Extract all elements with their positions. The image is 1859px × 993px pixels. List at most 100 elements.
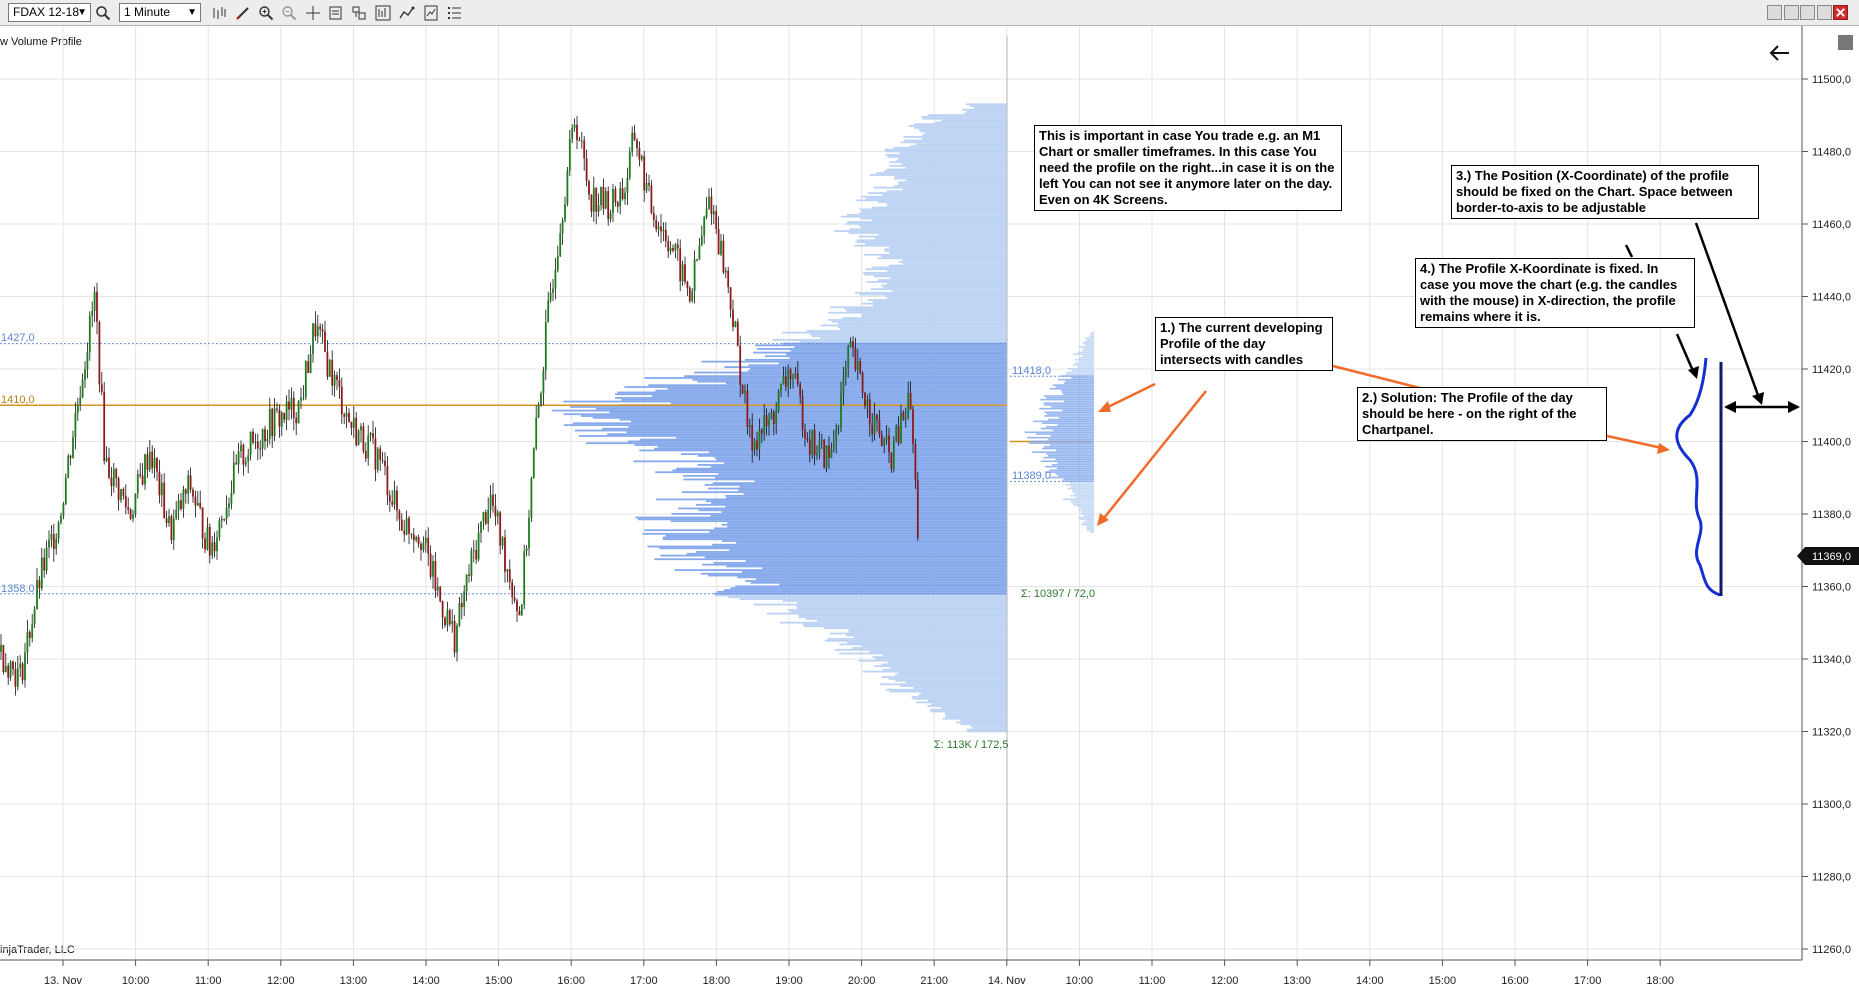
templates-icon[interactable] bbox=[348, 3, 370, 23]
profile-bar bbox=[866, 281, 1007, 283]
price-tick-label: 11460,0 bbox=[1812, 219, 1851, 231]
candle-body bbox=[12, 661, 14, 670]
candle-body bbox=[220, 518, 223, 521]
profile-bar bbox=[681, 453, 1007, 455]
interval-selector[interactable]: 1 Minute ▼ bbox=[119, 3, 201, 22]
profile-bar bbox=[854, 291, 1007, 294]
profile-bar bbox=[730, 587, 1007, 590]
candle-body bbox=[900, 412, 902, 443]
strategy-analyzer-icon[interactable] bbox=[420, 3, 442, 23]
profile-bar bbox=[779, 583, 1007, 586]
candle-body bbox=[840, 394, 842, 429]
minimize-icon[interactable] bbox=[1800, 5, 1815, 20]
profile-bar bbox=[839, 652, 1007, 655]
profile-bar bbox=[639, 438, 1007, 441]
current-profile-bar bbox=[1055, 458, 1094, 461]
profile-bar bbox=[902, 262, 1007, 265]
callout-3: 3.) The Position (X-Coordinate) of the p… bbox=[1451, 165, 1759, 219]
back-arrow-icon[interactable] bbox=[1769, 45, 1789, 61]
profile-bar bbox=[718, 473, 1007, 475]
current-profile-bar bbox=[1050, 476, 1094, 479]
candle-body bbox=[741, 384, 744, 394]
current-profile-bar bbox=[1044, 411, 1094, 414]
instrument-value: FDAX 12-18 bbox=[13, 5, 80, 19]
profile-bar bbox=[877, 201, 1007, 204]
candle-body bbox=[876, 415, 878, 420]
current-profile-bar bbox=[1048, 455, 1094, 457]
profile-bar bbox=[772, 339, 1007, 341]
profile-bar bbox=[942, 717, 1007, 720]
profile-bar bbox=[888, 677, 1007, 680]
profile-bar bbox=[829, 306, 1007, 309]
current-profile-bar bbox=[1040, 460, 1094, 463]
properties-icon[interactable] bbox=[325, 3, 347, 23]
list-icon[interactable] bbox=[444, 3, 466, 23]
candle-body bbox=[549, 292, 552, 301]
candle-body bbox=[590, 194, 593, 212]
strategies-icon[interactable] bbox=[396, 3, 418, 23]
price-tick-label: 11360,0 bbox=[1812, 582, 1851, 594]
time-axis: 13. Nov 10:00 11:00 12:00 13:00 14:00 15:00 16:… bbox=[44, 960, 1674, 987]
current-profile-bar bbox=[1060, 375, 1094, 377]
current-profile-bar bbox=[1044, 471, 1094, 473]
callout-1: 1.) The current developing Profile of th… bbox=[1155, 317, 1333, 371]
candle-body bbox=[739, 345, 742, 385]
candle-body bbox=[823, 439, 826, 468]
candle-body bbox=[770, 412, 773, 420]
profile-bar bbox=[834, 648, 1007, 651]
tab-icon[interactable] bbox=[1767, 5, 1782, 20]
candle-body bbox=[720, 240, 722, 255]
zoom-out-icon[interactable] bbox=[278, 3, 300, 23]
candle-body bbox=[7, 665, 10, 678]
candle-body bbox=[448, 610, 451, 625]
profile-bar bbox=[798, 616, 1007, 619]
indicators-icon[interactable] bbox=[372, 3, 394, 23]
sketch-profile-curve bbox=[1675, 357, 1721, 597]
candle-body bbox=[223, 518, 226, 520]
profile-bar bbox=[737, 576, 1007, 579]
profile-bar bbox=[642, 532, 1007, 535]
bar-style-icon[interactable] bbox=[208, 3, 230, 23]
price-chart[interactable]: 11500,0 11480,0 11460,0 11440,0 11420,0 11400… bbox=[0, 26, 1859, 993]
candle-body bbox=[386, 466, 389, 496]
profile-bar bbox=[840, 215, 1007, 218]
current-profile-bar bbox=[1082, 355, 1094, 357]
current-profile-bar bbox=[1078, 516, 1094, 519]
maximize-button[interactable] bbox=[1817, 5, 1832, 20]
candle-body bbox=[607, 191, 610, 220]
panel-menu-icon[interactable] bbox=[1838, 35, 1853, 50]
candle-body bbox=[676, 244, 679, 249]
profile-bar bbox=[738, 489, 1007, 492]
current-profile-bar bbox=[1045, 465, 1094, 468]
candle-body bbox=[146, 454, 149, 470]
current-profile-bar bbox=[1046, 426, 1094, 428]
candle-body bbox=[816, 452, 818, 456]
time-tick-label: 14:00 bbox=[1356, 975, 1384, 987]
candle-body bbox=[206, 527, 209, 550]
current-profile-bar bbox=[1080, 507, 1094, 510]
candle-body bbox=[33, 609, 36, 625]
minimize-button[interactable] bbox=[1784, 5, 1799, 20]
profile-bar bbox=[859, 208, 1007, 211]
candle-body bbox=[856, 361, 859, 370]
candle-body bbox=[103, 391, 106, 462]
profile-bar bbox=[798, 614, 1007, 617]
profile-bar bbox=[670, 402, 1007, 405]
zoom-in-icon[interactable] bbox=[255, 3, 277, 23]
profile-bar bbox=[910, 145, 1007, 147]
search-icon[interactable] bbox=[92, 3, 114, 23]
profile-bar bbox=[888, 161, 1007, 164]
pencil-icon[interactable] bbox=[232, 3, 254, 23]
profile-bar bbox=[654, 558, 1007, 561]
candle-body bbox=[216, 537, 218, 552]
crosshair-icon[interactable] bbox=[302, 3, 324, 23]
candle-body bbox=[156, 458, 158, 472]
candle-body bbox=[451, 621, 454, 625]
candle-body bbox=[343, 414, 346, 417]
profile-bar bbox=[824, 639, 1007, 642]
candle-body bbox=[403, 530, 406, 535]
close-button[interactable] bbox=[1833, 5, 1848, 20]
current-profile-bar bbox=[1081, 523, 1094, 526]
candle-body bbox=[372, 433, 374, 439]
instrument-selector[interactable]: FDAX 12-18 ▼ bbox=[8, 3, 91, 22]
